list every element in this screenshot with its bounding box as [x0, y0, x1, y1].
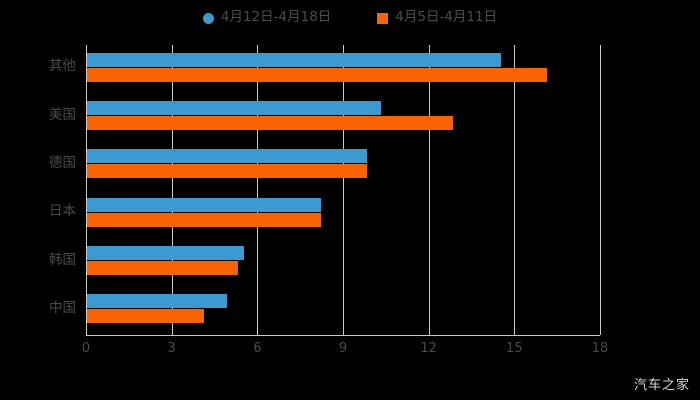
bar-韩国-series1[interactable] — [87, 246, 245, 260]
bar-中国-series1[interactable] — [87, 294, 227, 309]
bar-日本-series2[interactable] — [87, 212, 322, 227]
legend-label-current-week: 4月12日-4月18日 — [220, 9, 332, 26]
x-tick-label-15: 15 — [506, 341, 523, 356]
bar-其他-series2[interactable] — [87, 67, 547, 82]
bar-美国-series1[interactable] — [87, 101, 382, 115]
gridline-15 — [514, 45, 516, 335]
circle-marker-icon — [202, 12, 214, 24]
legend-item-previous-week[interactable]: 4月5日-4月11日 — [377, 11, 497, 25]
bar-德国-series1[interactable] — [87, 149, 367, 164]
chart-legend: 4月12日-4月18日 4月5日-4月11日 — [0, 6, 700, 30]
y-axis-label-美国: 美国 — [49, 106, 76, 123]
x-tick-label-3: 3 — [167, 341, 176, 356]
gridline-6 — [257, 45, 259, 335]
gridline-18 — [600, 45, 601, 335]
y-axis-label-中国: 中国 — [49, 299, 76, 316]
bar-美国-series2[interactable] — [87, 116, 453, 130]
gridline-3 — [171, 45, 173, 335]
bar-中国-series2[interactable] — [87, 309, 205, 324]
y-axis-line — [86, 45, 87, 335]
y-axis-label-日本: 日本 — [49, 203, 76, 220]
x-axis-line — [86, 335, 600, 336]
gridline-9 — [343, 45, 344, 335]
gridline-12 — [428, 45, 430, 335]
x-tick-label-6: 6 — [253, 341, 262, 356]
y-axis-label-其他: 其他 — [49, 58, 76, 75]
legend-item-current-week[interactable]: 4月12日-4月18日 — [202, 9, 332, 26]
x-tick-label-9: 9 — [338, 341, 348, 356]
legend-label-previous-week: 4月5日-4月11日 — [395, 9, 498, 26]
bar-德国-series2[interactable] — [87, 164, 367, 179]
plot-area: 其他美国德国日本韩国中国 0 3 6 9 12 15 18 — [49, 45, 608, 355]
x-tick-label-18: 18 — [591, 341, 609, 356]
x-tick-label-0: 0 — [81, 341, 91, 356]
y-axis-label-韩国: 韩国 — [49, 251, 76, 268]
x-tick-label-12: 12 — [420, 341, 437, 356]
bar-日本-series1[interactable] — [87, 197, 322, 212]
bar-韩国-series2[interactable] — [87, 261, 239, 275]
watermark: 汽车之家 — [633, 378, 690, 393]
bar-其他-series1[interactable] — [87, 52, 502, 67]
square-marker-icon — [377, 12, 389, 24]
y-axis-label-德国: 德国 — [49, 154, 76, 171]
